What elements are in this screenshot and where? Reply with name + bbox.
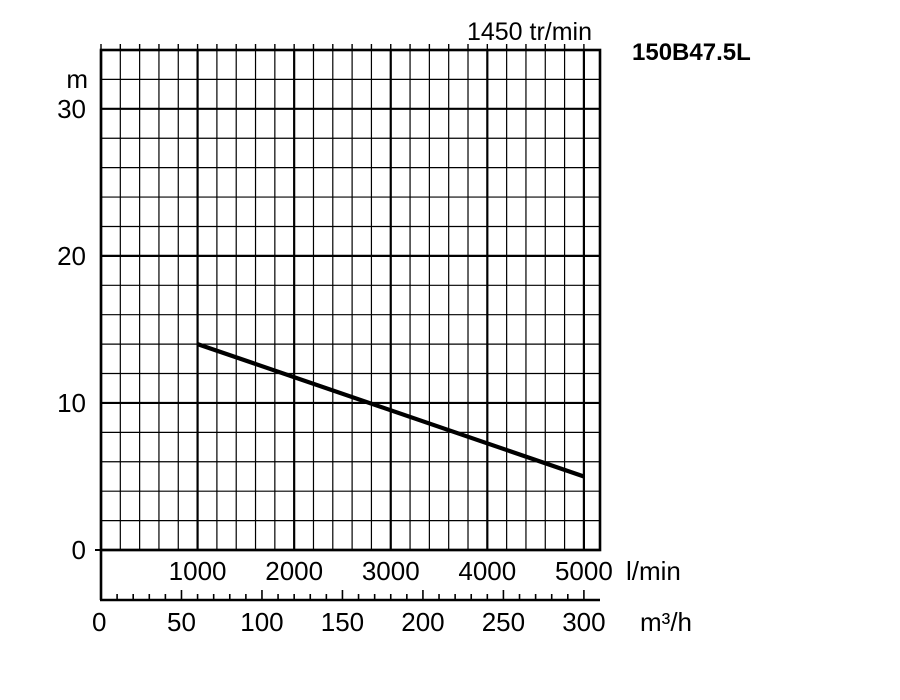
m3h-unit-label: m³/h [640,607,692,637]
lmin-tick-label: 2000 [265,556,323,586]
y-tick-label: 10 [57,388,86,418]
y-tick-label: 20 [57,241,86,271]
grid-minor-lines [101,49,600,550]
m3h-tick-label: 0 [92,607,106,637]
m3h-tick-label: 300 [562,607,605,637]
lmin-tick-label: 3000 [362,556,420,586]
m3h-tick-label: 50 [167,607,196,637]
model-title: 150B47.5L [632,39,751,66]
lmin-tick-label: 1000 [169,556,227,586]
m3h-tick-label: 150 [321,607,364,637]
speed-label: 1450 tr/min [467,18,592,46]
lmin-tick-label: 5000 [555,556,613,586]
m3h-tick-label: 100 [240,607,283,637]
labels-group: 0 10 20 30m 1000 2000 3000 4000 5000 l/min 0 50 100 1… [57,18,751,637]
pump-curve-line [196,342,585,479]
lmin-unit-label: l/min [626,556,681,586]
m3h-tick-label: 250 [482,607,525,637]
plot-border [99,48,602,552]
lmin-tick-label: 4000 [458,556,516,586]
curve-group [196,342,585,479]
y-axis-label: m [66,64,88,94]
plot-frame [95,44,602,602]
y-tick-label: 30 [57,94,86,124]
y-tick-label: 0 [72,535,86,565]
m3h-tick-label: 200 [401,607,444,637]
grid-major-lines [99,50,600,552]
